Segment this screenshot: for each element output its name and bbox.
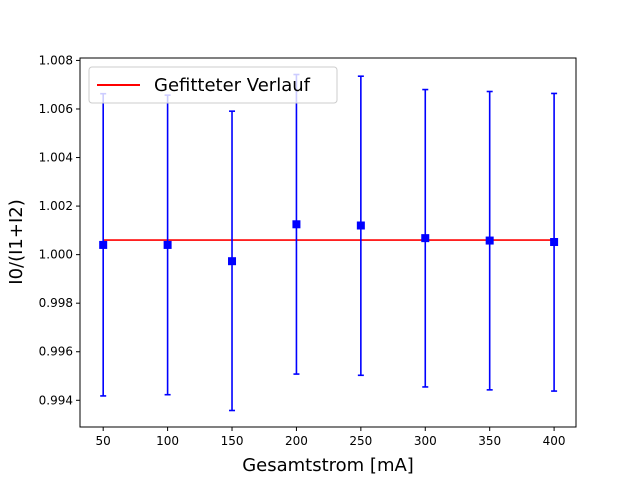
x-tick-label: 200 xyxy=(285,434,308,448)
y-tick-label: 1.008 xyxy=(39,53,73,67)
y-tick-label: 1.002 xyxy=(39,199,73,213)
y-tick-label: 1.000 xyxy=(39,248,73,262)
legend-box xyxy=(88,66,338,104)
y-tick-label: 0.998 xyxy=(39,296,73,310)
data-point xyxy=(421,234,430,243)
data-point xyxy=(99,240,108,249)
x-tick-label: 300 xyxy=(414,434,437,448)
data-point xyxy=(485,236,494,245)
data-point xyxy=(550,238,559,247)
x-tick-label: 100 xyxy=(156,434,179,448)
x-tick-label: 250 xyxy=(349,434,372,448)
y-tick-label: 1.006 xyxy=(39,102,73,116)
data-point xyxy=(292,220,301,229)
x-tick-label: 150 xyxy=(221,434,244,448)
y-tick-label: 0.994 xyxy=(39,393,73,407)
y-tick-label: 1.004 xyxy=(39,151,73,165)
y-ticks: 0.994 0.996 0.998 1.000 1.002 1.004 1.006 1.008 xyxy=(39,53,80,407)
legend: Gefitteter Verlauf xyxy=(88,66,338,104)
plot-frame xyxy=(79,57,577,428)
data-point xyxy=(163,240,172,249)
legend-label-fit: Gefitteter Verlauf xyxy=(154,75,311,96)
data-point xyxy=(228,257,237,266)
x-tick-label: 50 xyxy=(96,434,111,448)
x-tick-label: 350 xyxy=(478,434,501,448)
y-tick-label: 0.996 xyxy=(39,345,73,359)
plot-background xyxy=(80,58,576,427)
x-axis-label: Gesamtstrom [mA] xyxy=(242,455,414,476)
y-axis-label: I0/(I1+I2) xyxy=(6,199,27,284)
x-tick-label: 400 xyxy=(543,434,566,448)
x-ticks: 50 100 150 200 250 300 350 400 xyxy=(96,427,566,448)
data-point xyxy=(356,221,365,230)
point-layer xyxy=(99,220,559,266)
